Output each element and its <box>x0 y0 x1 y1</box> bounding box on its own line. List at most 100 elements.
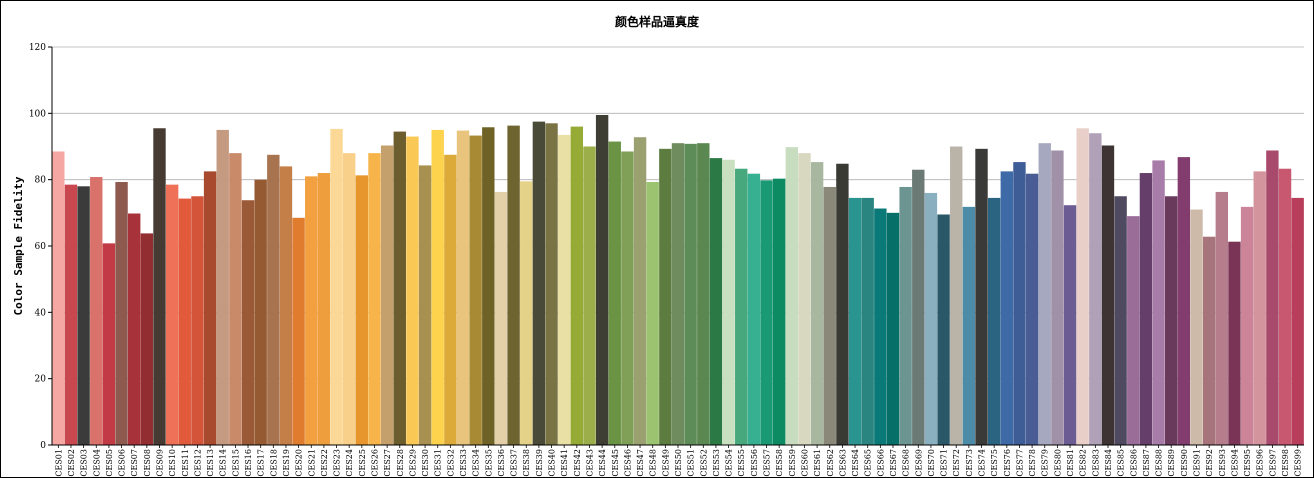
x-tick-label: CES88 <box>1155 449 1164 477</box>
x-tick-label: CES53 <box>712 449 721 477</box>
bar-ces11 <box>178 198 191 445</box>
bar-ces73 <box>962 206 976 445</box>
bar-ces88 <box>1152 160 1165 445</box>
bar-ces37 <box>507 125 520 445</box>
bar-ces66 <box>874 208 887 445</box>
bar-ces91 <box>1190 209 1203 445</box>
x-tick-label: CES47 <box>636 449 645 477</box>
bar-ces99 <box>1291 197 1304 445</box>
x-tick-label: CES21 <box>307 449 316 477</box>
bar-ces47 <box>633 137 647 446</box>
chart-title: 颜色样品逼真度 <box>615 14 700 29</box>
x-tick-label: CES89 <box>1167 449 1176 477</box>
bar-ces67 <box>886 212 900 445</box>
bar-ces90 <box>1177 157 1191 445</box>
x-tick-label: CES91 <box>1193 449 1202 477</box>
x-tick-label: CES63 <box>838 449 847 477</box>
x-tick-label: CES93 <box>1218 449 1227 477</box>
bar-ces77 <box>1013 162 1026 446</box>
bar-ces22 <box>317 173 331 446</box>
bar-ces96 <box>1253 171 1266 445</box>
bar-ces07 <box>128 213 141 445</box>
bar-ces60 <box>798 153 811 445</box>
bar-ces87 <box>1139 173 1153 446</box>
x-tick-label: CES27 <box>383 449 392 477</box>
x-tick-label: CES62 <box>826 449 835 477</box>
bar-ces35 <box>482 127 495 445</box>
x-tick-label: CES20 <box>295 449 304 477</box>
bar-ces69 <box>912 169 925 445</box>
x-tick-label: CES56 <box>750 449 759 477</box>
x-tick-label: CES02 <box>67 449 76 477</box>
bar-ces58 <box>772 178 786 445</box>
x-tick-label: CES66 <box>876 449 885 477</box>
x-tick-label: CES34 <box>472 449 481 477</box>
bar-ces29 <box>406 136 419 446</box>
x-tick-label: CES44 <box>598 449 607 477</box>
bar-ces94 <box>1228 241 1241 445</box>
x-tick-label: CES54 <box>725 449 734 477</box>
x-tick-label: CES52 <box>699 449 708 477</box>
bar-ces97 <box>1266 150 1279 446</box>
x-tick-label: CES45 <box>611 449 620 477</box>
bar-ces59 <box>785 147 799 445</box>
y-tick-label: 120 <box>29 43 46 53</box>
x-tick-label: CES97 <box>1268 449 1277 477</box>
bar-ces51 <box>684 143 697 445</box>
bar-ces36 <box>494 191 508 445</box>
bar-ces63 <box>836 163 849 445</box>
bar-ces89 <box>1165 196 1178 445</box>
x-tick-label: CES35 <box>484 449 493 477</box>
x-tick-label: CES78 <box>1028 449 1037 477</box>
bar-ces16 <box>241 200 255 445</box>
bar-ces10 <box>165 184 179 445</box>
bar-ces15 <box>229 153 242 445</box>
bar-ces17 <box>254 179 267 445</box>
bar-ces61 <box>810 162 824 446</box>
bar-ces98 <box>1278 168 1292 445</box>
bar-ces64 <box>848 197 862 445</box>
bar-ces04 <box>90 177 103 445</box>
x-tick-label: CES64 <box>851 449 860 477</box>
bar-ces54 <box>722 159 735 445</box>
x-tick-label: CES25 <box>358 449 367 477</box>
x-tick-label: CES60 <box>800 449 809 477</box>
bar-ces13 <box>203 171 217 445</box>
bar-ces76 <box>1000 171 1014 445</box>
x-tick-label: CES61 <box>813 449 822 477</box>
bar-ces34 <box>469 135 482 445</box>
x-tick-label: CES16 <box>244 449 253 477</box>
x-tick-label: CES65 <box>864 449 873 477</box>
x-tick-label: CES67 <box>889 449 898 477</box>
bar-ces74 <box>975 148 988 446</box>
x-tick-label: CES51 <box>687 449 696 477</box>
x-tick-label: CES26 <box>370 449 379 477</box>
x-tick-label: CES79 <box>1041 449 1050 477</box>
x-tick-label: CES94 <box>1230 449 1239 477</box>
x-tick-label: CES17 <box>257 449 266 477</box>
bar-ces09 <box>153 128 166 445</box>
x-tick-label: CES31 <box>434 449 443 477</box>
bar-ces38 <box>520 181 533 445</box>
bar-ces24 <box>342 153 356 445</box>
x-tick-label: CES12 <box>193 449 202 477</box>
x-tick-label: CES46 <box>623 449 632 477</box>
bar-ces30 <box>418 165 432 445</box>
bar-ces33 <box>456 130 470 445</box>
bar-ces41 <box>557 134 571 445</box>
y-tick-label: 80 <box>35 176 47 186</box>
x-tick-label: CES49 <box>661 449 670 477</box>
x-tick-label: CES04 <box>92 449 101 477</box>
bar-ces12 <box>191 196 204 445</box>
bar-ces70 <box>924 192 938 445</box>
x-tick-label: CES58 <box>775 449 784 477</box>
bar-ces31 <box>431 129 444 445</box>
bars <box>52 114 1304 446</box>
bar-ces84 <box>1101 145 1115 445</box>
bar-ces08 <box>140 233 154 445</box>
x-tick-label: CES92 <box>1205 449 1214 477</box>
x-tick-label: CES98 <box>1281 449 1290 477</box>
bar-ces46 <box>621 151 634 445</box>
bar-ces45 <box>608 141 621 445</box>
